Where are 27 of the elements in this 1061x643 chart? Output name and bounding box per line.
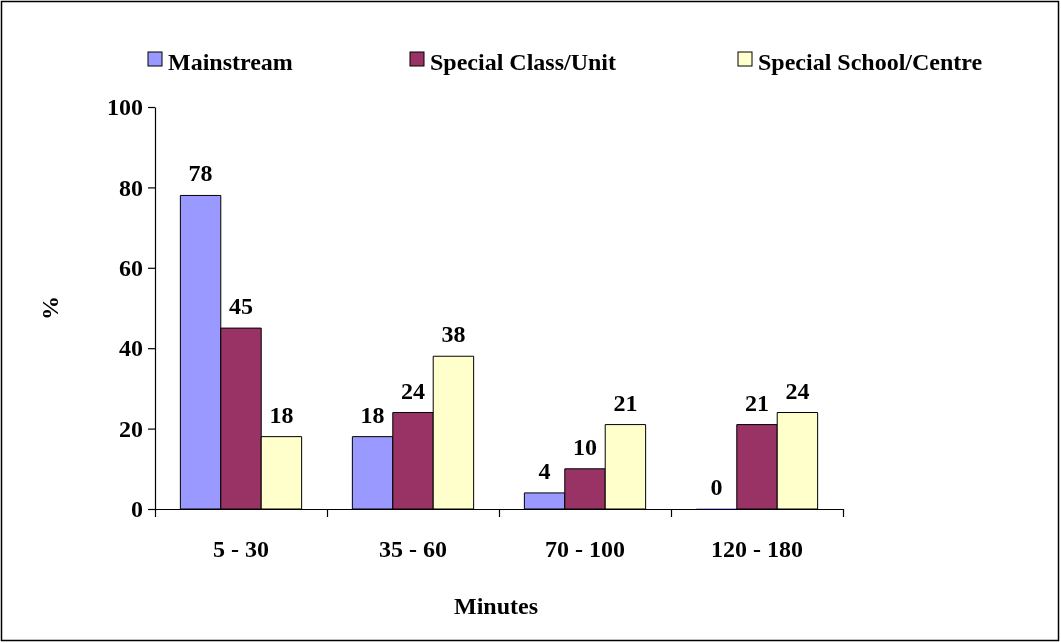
data-label: 24 [401,377,425,404]
y-tick-label: 40 [119,335,143,362]
data-label: 18 [269,401,294,428]
data-label: 0 [710,474,723,500]
y-tick-label: 60 [119,254,143,281]
data-label: 10 [573,433,597,460]
y-tick-label: 20 [119,415,143,442]
legend-label: Special School/Centre [758,49,983,75]
x-tick-label: 5 - 30 [213,536,269,562]
legend-label: Special Class/Unit [430,49,617,75]
y-tick-label: 80 [119,174,143,201]
data-label: 38 [441,321,466,348]
data-label: 4 [538,457,551,484]
data-label: 21 [745,389,769,416]
data-label: 24 [785,377,810,404]
data-label: 78 [188,160,213,187]
x-tick-label: 70 - 100 [545,536,625,562]
y-tick-label: 100 [107,94,143,121]
data-label: 45 [229,293,253,320]
data-label: 18 [360,401,385,428]
x-tick-label: 35 - 60 [379,536,447,562]
x-axis-title: Minutes [454,593,538,619]
x-tick-label: 120 - 180 [711,536,803,562]
y-tick-label: 0 [131,496,143,523]
data-label: 21 [613,389,638,416]
legend-label: Mainstream [168,49,293,75]
y-axis-title: % [37,296,63,320]
